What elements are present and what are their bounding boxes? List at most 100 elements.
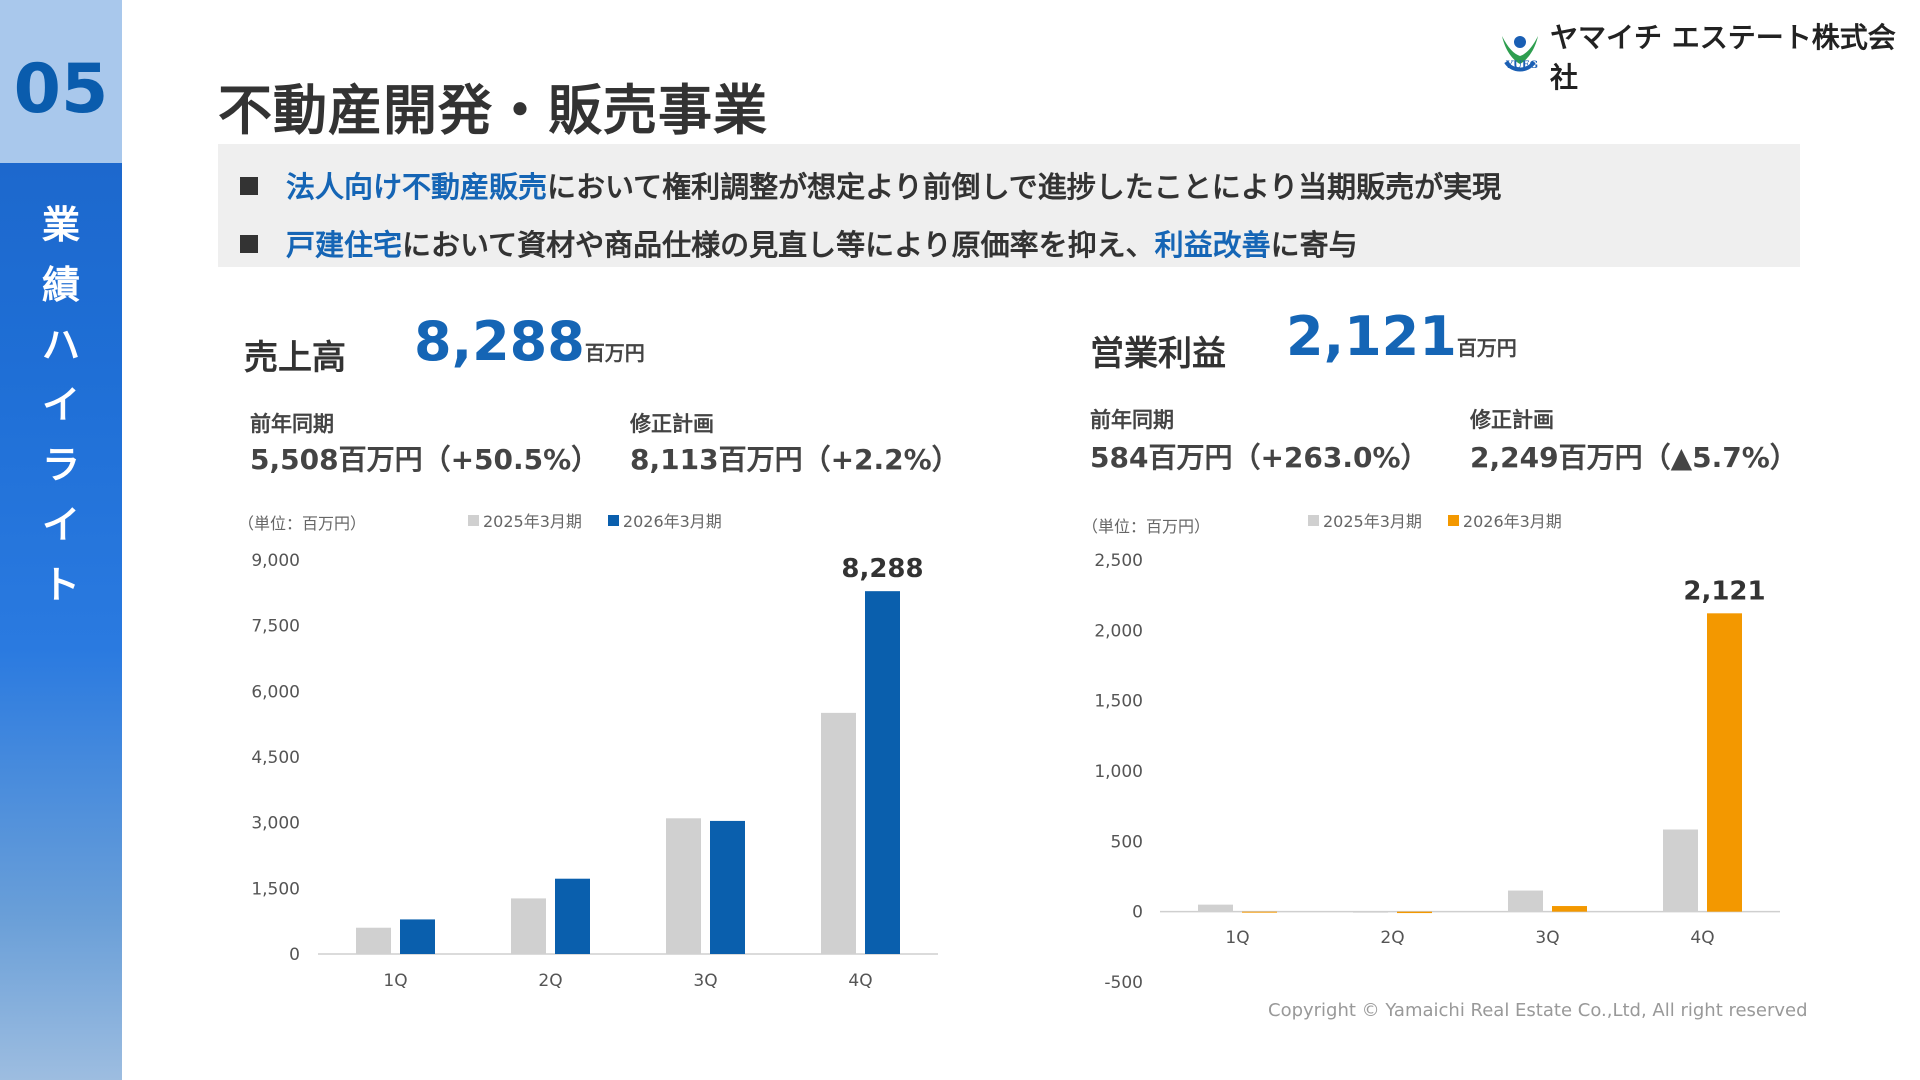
section-vertical-label: 業 績 ハ イ ラ イ ト [0,195,122,615]
x-tick-label: 3Q [693,971,717,991]
profit-unit-note: （単位：百万円） [1082,517,1211,536]
legend-label: 2025年3月期 [1323,512,1422,531]
legend-swatch [468,514,479,526]
bar-2q-series-2 [555,878,590,954]
legend-item: 2025年3月期 [1308,508,1422,532]
x-tick-label: 1Q [1225,928,1249,948]
bar-2q-series-1 [511,898,546,954]
y-tick-label: 1,000 [1094,762,1143,782]
summary-text: において資材や商品仕様の見直し等により原価率を抑え、 [402,228,1155,262]
bar-4q-series-2 [865,591,900,954]
section-char: ハ [41,323,80,367]
bar-4q-series-2 [1707,613,1742,912]
legend-label: 2026年3月期 [1462,512,1562,531]
bar-1q-series-2 [1242,911,1277,913]
company-abbr: YUEG [1506,60,1539,71]
profit-plan-value: 2,249百万円（▲5.7%） [1470,441,1798,474]
bar-1q-series-2 [400,919,435,954]
summary-text: において権利調整が想定より前倒しで進捗したことにより当期販売が実現 [547,170,1502,204]
sales-amount: 8,288 [414,310,585,373]
profit-prev-label: 前年同期 [1090,408,1174,432]
bar-1q-series-1 [356,927,391,954]
summary-box: 法人向け不動産販売において権利調整が想定より前倒しで進捗したことにより当期販売が… [218,144,1800,267]
x-tick-label: 2Q [1380,928,1404,948]
sales-unit: 百万円 [584,341,645,365]
bar-1q-series-1 [1198,904,1233,912]
summary-highlight: 戸建住宅 [286,228,403,262]
bar-2q-series-1 [1353,911,1388,913]
sales-unit-note: （単位：百万円） [238,514,367,533]
sales-legend: 2025年3月期 2026年3月期 [468,508,722,532]
bar-4q-series-1 [1663,829,1698,912]
y-tick-label: 7,500 [251,617,300,637]
legend-label: 2026年3月期 [622,512,722,531]
x-tick-label: 1Q [383,971,407,991]
y-tick-label: 4,500 [251,748,300,768]
section-char: イ [41,503,80,547]
y-tick-label: 0 [289,945,300,965]
profit-label: 営業利益 [1090,334,1226,374]
legend-swatch [1308,514,1319,526]
y-tick-label: 1,500 [251,879,300,899]
data-label: 2,121 [1683,576,1765,606]
legend-swatch [1447,514,1459,526]
summary-bullet: 法人向け不動産販売において権利調整が想定より前倒しで進捗したことにより当期販売が… [240,164,1501,206]
copyright-text: Copyright © Yamaichi Real Estate Co.,Ltd… [1268,1000,1808,1021]
summary-highlight: 利益改善 [1154,228,1271,262]
y-tick-label: 6,000 [251,682,300,702]
data-label: 8,288 [841,554,923,584]
x-tick-label: 3Q [1535,928,1559,948]
company-name: ヤマイチ エステート株式会社 [1550,21,1896,94]
profit-plan-label: 修正計画 [1470,408,1554,432]
bullet-square-icon [240,235,258,253]
y-tick-label: 1,500 [1094,692,1143,712]
sales-prev-value: 5,508百万円（+50.5%） [250,443,600,476]
bar-4q-series-1 [821,712,856,954]
legend-item: 2026年3月期 [1447,508,1562,532]
profit-legend: 2025年3月期 2026年3月期 [1308,508,1562,532]
profit-unit: 百万円 [1456,336,1517,360]
x-tick-label: 4Q [848,971,872,991]
y-tick-label: 2,500 [1094,551,1143,571]
section-char: 績 [41,263,80,307]
legend-swatch [607,514,619,526]
bar-3q-series-1 [1508,890,1543,912]
company-logo: ヤマイチ エステート株式会社 [1496,16,1920,96]
summary-highlight: 法人向け不動産販売 [286,170,548,204]
profit-amount: 2,121 [1286,305,1457,368]
legend-item: 2025年3月期 [468,508,582,532]
sales-prev-label: 前年同期 [250,412,334,436]
y-tick-label: 9,000 [251,551,300,571]
x-tick-label: 4Q [1690,928,1714,948]
x-tick-label: 2Q [538,971,562,991]
section-char: イ [41,383,80,427]
bar-2q-series-2 [1397,911,1432,914]
sales-value: 8,288百万円 [414,310,645,373]
section-number: 05 [13,50,109,129]
profit-bar-chart: -500 0 500 1,000 1,500 2,000 2,500 1Q 2Q 3Q 2,121 4… [1094,551,1780,993]
section-char: 業 [41,203,80,247]
y-tick-label: -500 [1104,973,1143,993]
section-char: ラ [41,443,80,487]
bullet-square-icon [240,177,258,195]
sales-label: 売上高 [244,338,346,378]
y-tick-label: 2,000 [1094,621,1143,641]
legend-label: 2025年3月期 [483,512,582,531]
section-char: ト [41,563,80,607]
section-sidebar [0,0,122,1080]
sales-plan-value: 8,113百万円（+2.2%） [630,443,960,476]
bar-3q-series-2 [1552,906,1587,912]
y-tick-label: 3,000 [251,814,300,834]
sales-bar-chart: 0 1,500 3,000 4,500 6,000 7,500 9,000 1Q 2Q 3Q 8,2… [251,551,938,991]
y-tick-label: 500 [1111,832,1143,852]
section-number-box [0,0,122,163]
summary-text: に寄与 [1270,228,1358,262]
summary-bullet: 戸建住宅において資材や商品仕様の見直し等により原価率を抑え、利益改善に寄与 [240,222,1358,264]
page-title: 不動産開発・販売事業 [218,79,768,142]
profit-prev-value: 584百万円（+263.0%） [1090,441,1429,474]
bar-3q-series-2 [710,820,745,954]
logo-mark-icon [1496,28,1544,84]
profit-value: 2,121百万円 [1286,305,1517,368]
legend-item: 2026年3月期 [607,508,722,532]
bar-3q-series-1 [666,818,701,954]
